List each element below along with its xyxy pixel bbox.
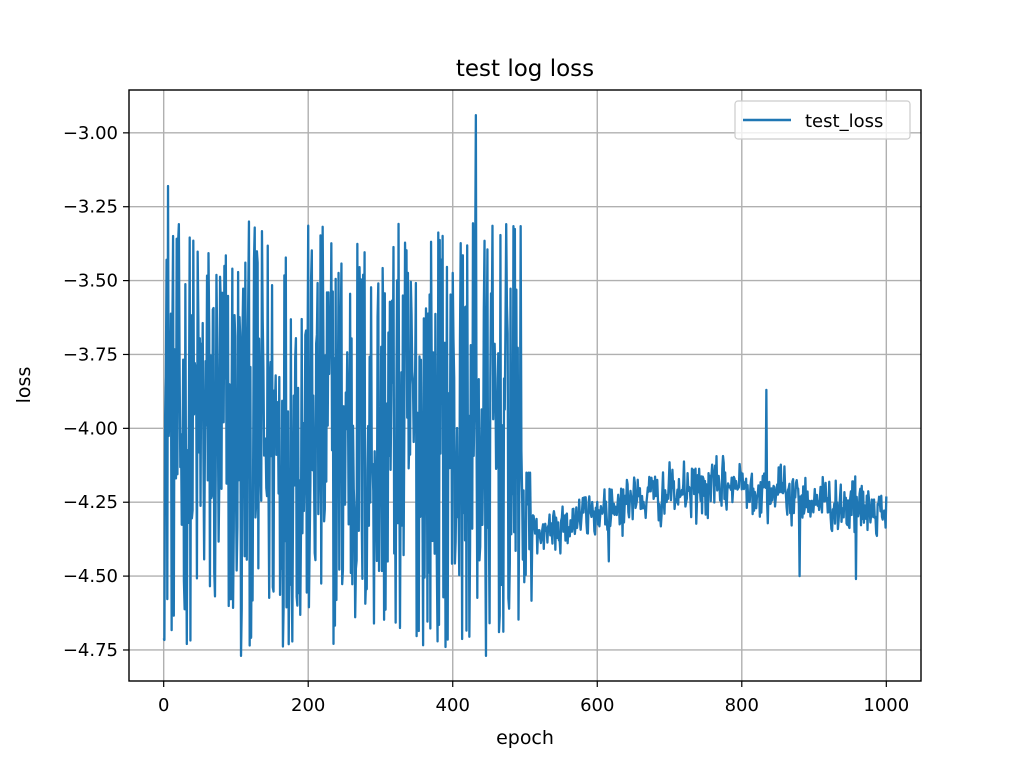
plot-frame xyxy=(128,89,922,682)
legend-label: test_loss xyxy=(805,111,883,132)
y-tick-label: −4.75 xyxy=(63,640,118,661)
line-layer xyxy=(162,113,888,658)
y-axis-label: loss xyxy=(13,367,35,404)
legend-box xyxy=(734,100,911,140)
y-tick-label: −3.75 xyxy=(63,344,118,365)
y-tick-label: −3.00 xyxy=(63,123,118,144)
x-axis-label: epoch xyxy=(496,727,554,749)
y-tick-label: −3.25 xyxy=(63,197,118,218)
y-tick-label: −3.50 xyxy=(63,271,118,292)
x-tick-label: 1000 xyxy=(863,695,909,716)
x-tick-label: 600 xyxy=(580,695,614,716)
x-tick-label: 0 xyxy=(158,695,169,716)
y-tick-label: −4.00 xyxy=(63,418,118,439)
x-tick-label: 400 xyxy=(436,695,470,716)
x-tick-label: 800 xyxy=(725,695,759,716)
y-tick-label: −4.50 xyxy=(63,566,118,587)
tick-layer: 0 200 400 600 800 1000 −3.00 −3.25 −3.50 −3.75 −4.… xyxy=(63,123,909,716)
x-tick-label: 200 xyxy=(291,695,325,716)
chart-title: test log loss xyxy=(456,56,594,82)
series-test-loss-line xyxy=(162,113,888,658)
y-tick-label: −4.25 xyxy=(63,492,118,513)
legend: test_loss xyxy=(734,100,911,140)
